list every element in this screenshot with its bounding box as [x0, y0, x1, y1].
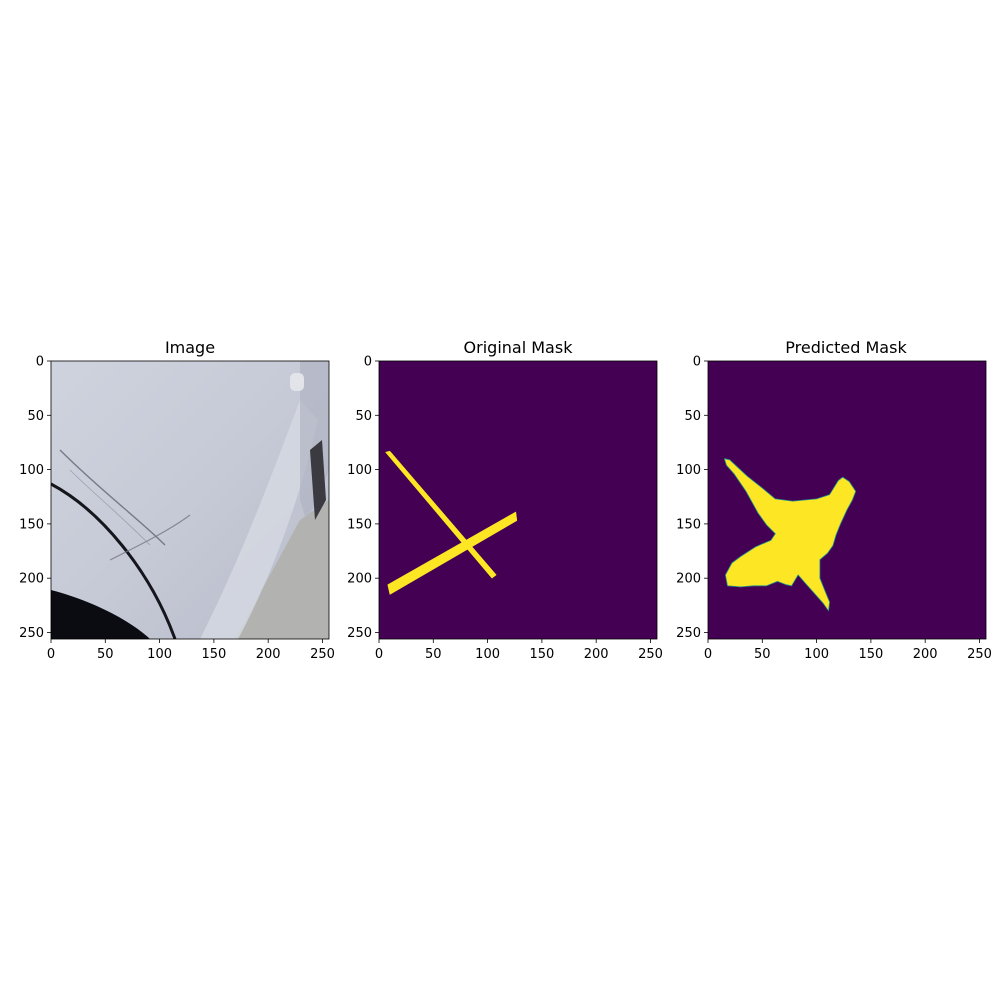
x-tick-label: 50	[97, 647, 114, 662]
x-tick-label: 0	[704, 647, 712, 662]
x-tick-label: 50	[425, 647, 442, 662]
y-tick-label: 100	[19, 463, 44, 478]
x-tick-label: 100	[475, 647, 500, 662]
y-tick-label: 150	[19, 517, 44, 532]
mask-region-stroke-2	[387, 511, 518, 595]
x-tick-label: 150	[201, 647, 226, 662]
mask-region-predicted-blob	[723, 458, 857, 612]
x-tick-label: 200	[256, 647, 281, 662]
y-tick-label: 0	[36, 355, 44, 370]
y-tick-label: 150	[347, 517, 372, 532]
panel-seam-line	[51, 482, 177, 639]
y-tick-label: 200	[19, 572, 44, 587]
panel-original-title: Original Mask	[464, 338, 574, 357]
x-tick-label: 200	[584, 647, 609, 662]
x-tick-label: 50	[754, 647, 771, 662]
y-tick-label: 250	[19, 626, 44, 641]
scratch-line-2	[109, 514, 191, 561]
side-mirror	[290, 373, 304, 391]
scratch-line-3	[69, 469, 151, 546]
y-tick-label: 0	[693, 355, 701, 370]
y-tick-label: 50	[355, 409, 372, 424]
x-tick-label: 250	[310, 647, 335, 662]
photo-content	[51, 361, 329, 639]
panel-predicted-frame	[707, 360, 987, 640]
original-mask-background	[379, 361, 657, 639]
x-tick-label: 250	[638, 647, 663, 662]
x-tick-label: 150	[858, 647, 883, 662]
x-tick-label: 100	[804, 647, 829, 662]
car-side-highlight	[200, 400, 318, 639]
x-tick-label: 200	[913, 647, 938, 662]
y-tick-label: 100	[347, 463, 372, 478]
y-tick-label: 250	[347, 626, 372, 641]
y-tick-label: 200	[676, 572, 701, 587]
y-tick-label: 50	[684, 409, 701, 424]
y-tick-label: 200	[347, 572, 372, 587]
y-tick-label: 0	[364, 355, 372, 370]
panel-image-title: Image	[165, 338, 215, 357]
x-tick-label: 150	[529, 647, 554, 662]
x-tick-label: 100	[147, 647, 172, 662]
panel-original-frame	[378, 360, 658, 640]
y-tick-label: 250	[676, 626, 701, 641]
predicted-mask-regions	[723, 458, 857, 612]
x-tick-label: 0	[375, 647, 383, 662]
panel-predicted-mask: Predicted Mask 0 50 100 150 200 2500501001502…	[676, 338, 992, 662]
panel-predicted-title: Predicted Mask	[785, 338, 907, 357]
x-tick-label: 0	[47, 647, 55, 662]
x-tick-label: 250	[967, 647, 992, 662]
panel-original-mask: Original Mask 0 50 100 150 200 25005010015020…	[347, 338, 663, 662]
wheel-arch	[51, 590, 150, 639]
y-tick-label: 50	[27, 409, 44, 424]
panel-image-frame	[50, 360, 330, 640]
tire-dark	[310, 440, 326, 520]
original-mask-regions	[385, 450, 518, 595]
y-tick-label: 150	[676, 517, 701, 532]
y-tick-label: 100	[676, 463, 701, 478]
pavement-area	[235, 500, 329, 639]
